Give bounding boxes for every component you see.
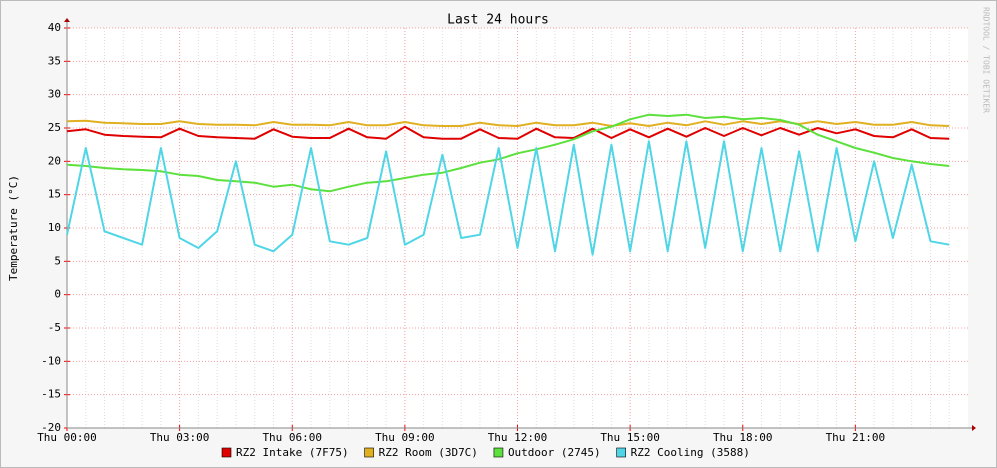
- y-tick-label: 10: [48, 221, 61, 234]
- y-tick-label: 30: [48, 88, 61, 101]
- legend-swatch: [221, 447, 232, 458]
- series-line: [66, 113, 950, 193]
- legend-label: RZ2 Room (3D7C): [379, 446, 478, 459]
- y-tick-label: 40: [48, 21, 61, 34]
- legend-label: RZ2 Cooling (3588): [631, 446, 750, 459]
- legend-label: Outdoor (2745): [508, 446, 601, 459]
- legend-swatch: [364, 447, 374, 458]
- series-line: [66, 125, 950, 140]
- axis-arrow: [64, 18, 70, 22]
- x-tick-label: Thu 03:00: [150, 431, 210, 444]
- y-tick-label: 25: [48, 121, 61, 134]
- y-tick-label: 0: [54, 288, 61, 301]
- y-tick-label: -5: [48, 321, 61, 334]
- y-tick-label: 20: [48, 154, 61, 167]
- x-tick-label: Thu 06:00: [262, 431, 322, 444]
- y-tick-label: 35: [48, 54, 61, 67]
- chart-title: Last 24 hours: [447, 13, 549, 28]
- x-tick-label: Thu 21:00: [826, 431, 886, 444]
- series-line: [66, 119, 950, 127]
- y-tick-label: -20: [41, 421, 61, 434]
- watermark: RRDTOOL / TOBI OETIKER: [982, 7, 991, 113]
- y-tick-label: -10: [41, 354, 61, 367]
- axis-arrow: [972, 425, 976, 431]
- y-tick-label: 15: [48, 188, 61, 201]
- legend-swatch: [616, 447, 626, 458]
- x-tick-label: Thu 00:00: [37, 431, 97, 444]
- x-tick-label: Thu 12:00: [488, 431, 548, 444]
- y-tick-label: 5: [54, 254, 61, 267]
- y-axis-label: Temperature (°C): [7, 175, 20, 281]
- x-tick-label: Thu 09:00: [375, 431, 435, 444]
- y-tick-label: -15: [41, 388, 61, 401]
- series-line: [66, 140, 950, 256]
- x-tick-label: Thu 18:00: [713, 431, 773, 444]
- legend-label: RZ2 Intake (7F75): [236, 446, 349, 459]
- x-tick-label: Thu 15:00: [600, 431, 660, 444]
- legend-swatch: [493, 447, 504, 458]
